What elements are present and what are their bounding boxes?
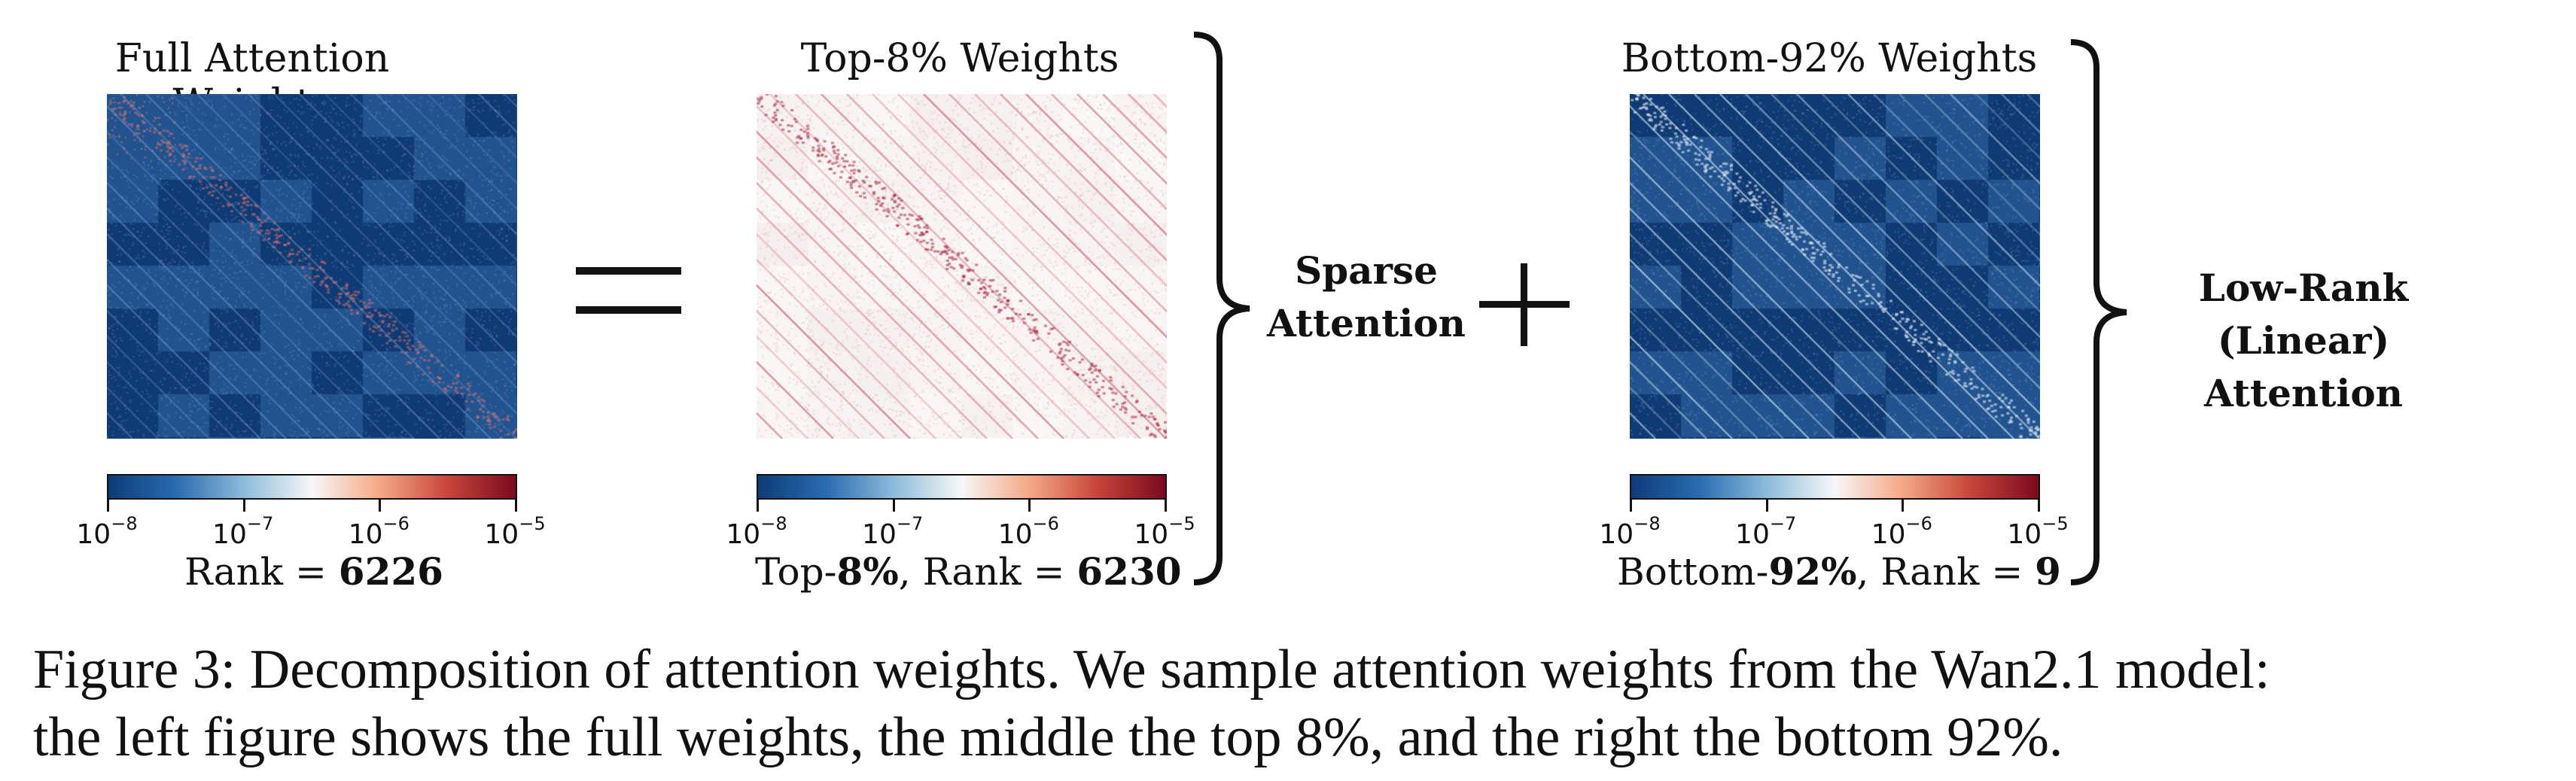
colorbar-tick-label: 10−5 xyxy=(2007,513,2069,550)
colorbar-tick xyxy=(757,500,759,512)
colorbar-tick-label: 10−7 xyxy=(862,513,924,550)
colorbar-bottom xyxy=(1630,474,2040,500)
colorbar-tick-label: 10−6 xyxy=(1871,513,1932,550)
colorbar-tick-label: 10−6 xyxy=(997,513,1059,550)
colorbar-tick-label: 10−5 xyxy=(1134,513,1195,550)
colorbar-tick-label: 10−8 xyxy=(1599,513,1661,550)
colorbar-full xyxy=(107,474,517,500)
colorbar-tick xyxy=(1902,500,1905,512)
colorbar-ticks-bottom: 10−8 10−7 10−6 10−5 xyxy=(1599,500,2069,550)
caption-line-1: Figure 3: Decomposition of attention wei… xyxy=(33,639,2270,700)
colorbar-tick xyxy=(515,500,517,512)
colorbar-tick-label: 10−7 xyxy=(212,513,274,550)
rank-label-top: Top-8%, Rank = 6230 xyxy=(755,549,1182,594)
right-brace-lowrank xyxy=(2070,39,2127,585)
colorbar-tick-label: 10−8 xyxy=(76,513,138,550)
heatmap-top-weights xyxy=(757,94,1167,439)
colorbar-ticks-top: 10−8 10−7 10−6 10−5 xyxy=(726,500,1195,550)
right-brace-sparse xyxy=(1193,32,1250,585)
panel-title-bottom: Bottom-92% Weights xyxy=(1621,36,2038,81)
colorbar-tick-label: 10−6 xyxy=(348,513,410,550)
colorbar-tick xyxy=(1165,500,1167,512)
caption-line-2: the left figure shows the full weights, … xyxy=(33,707,2063,768)
colorbar-ticks-full: 10−8 10−7 10−6 10−5 xyxy=(76,500,546,550)
colorbar-tick xyxy=(1765,500,1768,512)
colorbar-tick xyxy=(892,500,895,512)
heatmap-full-attention xyxy=(107,94,517,439)
plus-operator xyxy=(1479,263,1570,346)
rank-label-full: Rank = 6226 xyxy=(184,549,443,594)
colorbar-tick xyxy=(2038,500,2040,512)
heatmap-bottom-weights xyxy=(1630,94,2040,439)
colorbar-tick xyxy=(107,500,109,512)
rank-label-bottom: Bottom-92%, Rank = 9 xyxy=(1617,549,2061,594)
colorbar-tick-label: 10−8 xyxy=(726,513,787,550)
colorbar-tick-label: 10−7 xyxy=(1735,513,1797,550)
colorbar-tick-label: 10−5 xyxy=(484,513,546,550)
colorbar-tick xyxy=(379,500,382,512)
figure-caption: Figure 3: Decomposition of attention wei… xyxy=(33,636,2547,771)
sparse-attention-label: Sparse Attention xyxy=(1266,248,1466,345)
colorbar-tick xyxy=(1028,500,1031,512)
colorbar-tick xyxy=(1630,500,1632,512)
colorbar-tick xyxy=(242,500,245,512)
colorbar-top xyxy=(757,474,1167,500)
low-rank-attention-label: Low-Rank (Linear) Attention xyxy=(2198,266,2409,415)
panel-title-top: Top-8% Weights xyxy=(800,36,1119,81)
equals-operator xyxy=(576,267,681,314)
